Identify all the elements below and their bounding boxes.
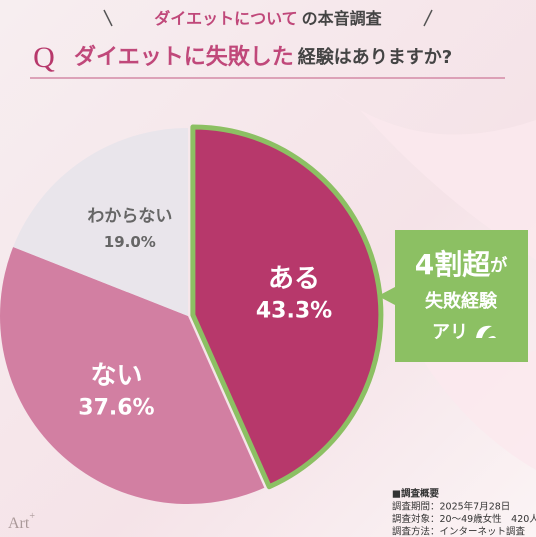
slice-label: わからない [87, 207, 172, 227]
decor [330, 90, 536, 260]
survey-line: 調査対象：20〜49歳女性 420人 [392, 513, 536, 525]
header-slash [103, 9, 113, 27]
callout-icon [476, 325, 496, 338]
pie-slice [190, 124, 384, 490]
logo: Art+ [8, 511, 35, 531]
callout-line3: アリ [432, 322, 468, 343]
question: ダイエットに失敗した 経験はありますか? [74, 44, 452, 70]
slice-label: ない [90, 361, 142, 391]
pie-slice [13, 127, 188, 317]
question-rest: 経験はありますか? [298, 46, 452, 68]
slice-value: 19.0% [104, 233, 156, 251]
callout: 4割超が 失敗経験 アリ [378, 230, 528, 362]
header: ダイエットについて の本音調査 [154, 9, 381, 28]
callout-big: 4割超 [415, 248, 491, 281]
q-mark: Q [33, 41, 55, 74]
header-topic: ダイエットについて [154, 9, 297, 28]
survey-line: 調査方法：インターネット調査 [392, 526, 526, 537]
header-slash [423, 9, 433, 27]
header-suffix: の本音調査 [302, 9, 382, 28]
pie: ある 43.3% ない 37.6% わからない 19.0% [0, 124, 384, 504]
survey-line: 調査期間：2025年7月28日 [392, 501, 510, 513]
logo-sup: + [29, 511, 35, 522]
question-highlight: ダイエットに失敗した [74, 44, 294, 70]
callout-box [378, 230, 528, 362]
slice-value: 43.3% [256, 298, 332, 323]
slice-label: ある [268, 264, 320, 294]
pie-slice [0, 247, 265, 504]
survey-heading: ■調査概要 [392, 488, 439, 500]
logo-text: Art [8, 515, 30, 532]
callout-line1: 4割超が [415, 248, 507, 281]
slice-value: 37.6% [78, 396, 154, 421]
callout-line2: 失敗経験 [425, 290, 498, 312]
callout-particle: が [490, 255, 507, 276]
